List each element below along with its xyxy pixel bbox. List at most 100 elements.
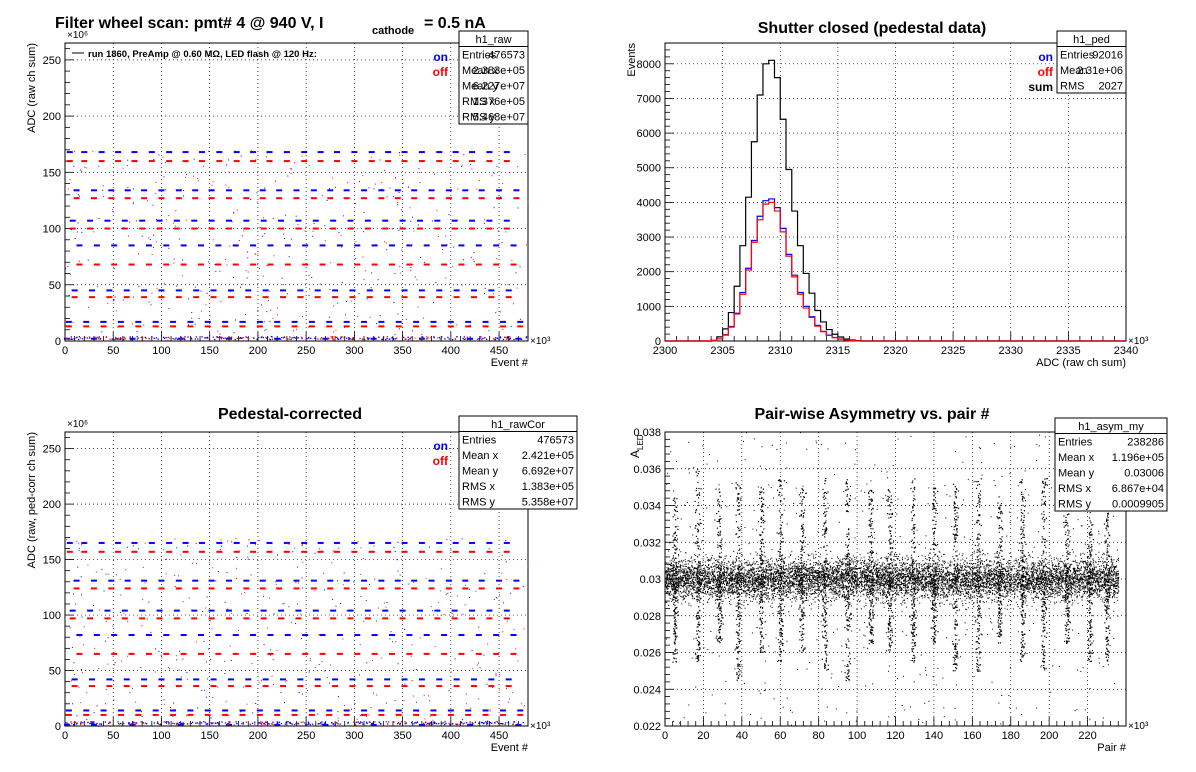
- asymmetry-point: [1094, 576, 1096, 578]
- baseline-point: [516, 338, 518, 340]
- asymmetry-point: [963, 577, 965, 579]
- asymmetry-point: [1064, 573, 1066, 575]
- asymmetry-point: [709, 559, 711, 561]
- data-point-on: [232, 244, 239, 247]
- scatter-marks: [63, 149, 529, 342]
- noise-point: [486, 683, 488, 685]
- baseline-point: [117, 723, 120, 725]
- noise-point: [73, 673, 75, 675]
- baseline-point: [82, 722, 84, 724]
- asymmetry-point: [851, 568, 853, 570]
- asymmetry-point: [902, 576, 904, 578]
- asymmetry-point: [667, 586, 669, 588]
- asymmetry-point: [928, 568, 930, 570]
- data-point-on: [175, 678, 182, 681]
- baseline-point: [451, 722, 454, 725]
- data-point-off: [411, 197, 418, 200]
- data-point-on: [486, 609, 493, 612]
- asymmetry-point: [1092, 593, 1094, 595]
- y-tick-label: 0.024: [633, 684, 661, 696]
- asymmetry-point: [806, 589, 808, 591]
- baseline-point: [162, 336, 165, 339]
- noise-point: [343, 215, 345, 217]
- asymmetry-point: [884, 578, 886, 580]
- data-point-on: [187, 320, 194, 323]
- asymmetry-point: [672, 577, 674, 579]
- baseline-point: [127, 722, 130, 724]
- baseline-point: [257, 722, 259, 724]
- baseline-point: [134, 722, 136, 724]
- asymmetry-point: [936, 571, 938, 573]
- baseline-point: [153, 337, 155, 340]
- noise-point: [301, 544, 303, 546]
- asymmetry-point: [746, 575, 748, 577]
- baseline-point: [505, 336, 507, 339]
- data-point-on: [267, 634, 274, 637]
- noise-point: [188, 597, 190, 599]
- noise-point: [96, 286, 98, 288]
- noise-point: [301, 577, 303, 579]
- noise-point: [208, 150, 210, 152]
- noise-point: [113, 319, 115, 321]
- noise-point: [389, 638, 391, 640]
- y-tick-label: 6000: [637, 128, 661, 140]
- asymmetry-point: [889, 554, 891, 556]
- asymmetry-point: [715, 568, 717, 570]
- baseline-point: [462, 723, 464, 725]
- data-point-on: [239, 709, 246, 712]
- noise-point: [419, 172, 421, 174]
- asymmetry-point: [1073, 560, 1075, 562]
- asymmetry-point: [736, 579, 738, 581]
- baseline-point: [405, 722, 408, 724]
- noise-point: [264, 329, 266, 331]
- asymmetry-point: [893, 560, 895, 562]
- asymmetry-point: [798, 572, 800, 574]
- asymmetry-point: [842, 583, 844, 585]
- asymmetry-point: [943, 578, 945, 580]
- noise-point: [467, 339, 469, 341]
- asymmetry-point: [948, 591, 950, 593]
- asymmetry-point: [796, 596, 798, 598]
- noise-point: [244, 591, 246, 593]
- asymmetry-point: [1103, 570, 1105, 572]
- stats-row-value: 92016: [1092, 50, 1123, 62]
- data-point-off: [336, 652, 343, 655]
- noise-point: [210, 659, 212, 661]
- asymmetry-point: [909, 577, 911, 579]
- asymmetry-point: [665, 562, 667, 564]
- asymmetry-point: [891, 599, 893, 601]
- asymmetry-point: [867, 588, 869, 590]
- noise-point: [272, 218, 274, 220]
- asymmetry-point: [677, 599, 679, 601]
- asymmetry-point: [877, 588, 879, 590]
- asymmetry-point: [1007, 604, 1009, 606]
- asymmetry-point: [940, 574, 942, 576]
- noise-point: [203, 165, 205, 167]
- asymmetry-point: [754, 584, 756, 586]
- asymmetry-point: [903, 580, 905, 582]
- data-point-on: [208, 189, 215, 192]
- data-point-off: [330, 227, 337, 230]
- baseline-point: [207, 723, 209, 725]
- data-point-off: [187, 325, 194, 328]
- baseline-point: [500, 722, 502, 725]
- asymmetry-point: [876, 567, 878, 569]
- baseline-point: [372, 722, 374, 724]
- asymmetry-point: [885, 594, 887, 596]
- data-point-on: [361, 709, 368, 712]
- asymmetry-point: [1015, 558, 1017, 560]
- asymmetry-point: [1007, 570, 1009, 572]
- baseline-point: [290, 722, 292, 725]
- baseline-point: [278, 721, 280, 723]
- asymmetry-point: [719, 568, 721, 570]
- x-tick-label: 100: [848, 730, 866, 742]
- noise-point: [65, 267, 67, 269]
- asymmetry-point: [722, 574, 724, 576]
- asymmetry-point: [1068, 553, 1070, 555]
- noise-point: [411, 330, 413, 332]
- stats-row-label: RMS y: [462, 112, 496, 124]
- noise-point: [347, 182, 349, 184]
- asymmetry-point: [996, 556, 998, 558]
- data-point-on: [482, 709, 489, 712]
- asymmetry-point: [678, 570, 680, 572]
